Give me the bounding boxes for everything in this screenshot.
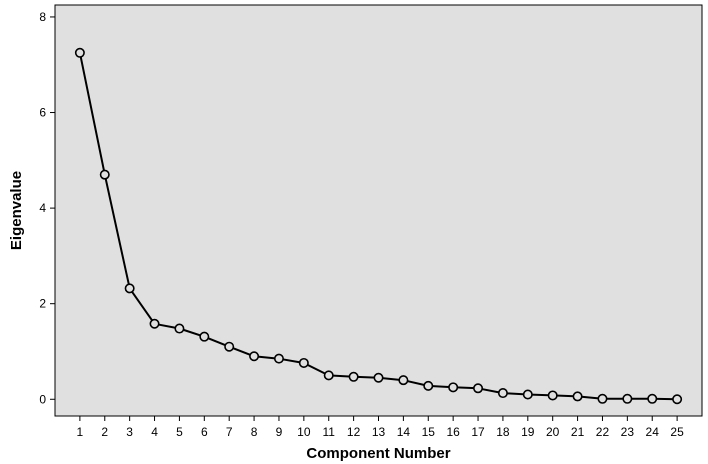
data-point-18 — [497, 388, 508, 399]
x-tick-label-25: 25 — [670, 425, 684, 439]
x-tick-label-15: 15 — [422, 425, 436, 439]
x-tick-label-14: 14 — [397, 425, 411, 439]
y-axis-title: Eigenvalue — [8, 171, 25, 250]
data-point-19 — [522, 389, 533, 400]
y-axis: 0 2 4 6 8 — [39, 10, 55, 406]
data-point-21 — [572, 391, 583, 402]
data-point-3 — [124, 283, 135, 294]
y-tick-label-8: 8 — [39, 10, 46, 24]
data-point-5 — [174, 323, 185, 334]
x-tick-label-20: 20 — [546, 425, 560, 439]
data-point-24 — [647, 393, 658, 404]
x-tick-label-16: 16 — [446, 425, 460, 439]
x-tick-label-18: 18 — [496, 425, 510, 439]
x-tick-label-23: 23 — [621, 425, 635, 439]
x-axis-title: Component Number — [306, 445, 450, 462]
x-tick-label-11: 11 — [322, 425, 335, 439]
x-tick-label-3: 3 — [126, 425, 133, 439]
data-point-10 — [298, 357, 309, 368]
x-tick-label-13: 13 — [372, 425, 386, 439]
data-point-13 — [373, 372, 384, 383]
data-point-22 — [597, 393, 608, 404]
x-tick-label-12: 12 — [347, 425, 361, 439]
x-tick-label-9: 9 — [276, 425, 283, 439]
x-tick-label-1: 1 — [77, 425, 84, 439]
data-point-9 — [273, 353, 284, 364]
data-point-23 — [622, 393, 633, 404]
data-point-1 — [74, 47, 85, 58]
data-point-4 — [149, 318, 160, 329]
x-tick-label-4: 4 — [151, 425, 158, 439]
x-tick-label-10: 10 — [297, 425, 311, 439]
series-eigenvalue — [74, 47, 683, 405]
data-point-25 — [672, 394, 683, 405]
y-tick-label-4: 4 — [39, 201, 46, 215]
y-tick-label-0: 0 — [39, 392, 46, 406]
x-tick-label-22: 22 — [596, 425, 610, 439]
x-axis: 1 2 3 4 5 6 7 8 9 10 11 12 13 14 15 16 17 18 19 20 21 22 23 24 2… — [77, 416, 684, 439]
x-tick-label-21: 21 — [571, 425, 585, 439]
x-tick-label-8: 8 — [251, 425, 258, 439]
y-tick-label-2: 2 — [39, 297, 46, 311]
x-tick-label-19: 19 — [521, 425, 535, 439]
x-tick-label-2: 2 — [101, 425, 108, 439]
x-tick-label-24: 24 — [646, 425, 660, 439]
data-point-16 — [448, 382, 459, 393]
data-point-8 — [249, 351, 260, 362]
data-point-6 — [199, 331, 210, 342]
x-tick-label-6: 6 — [201, 425, 208, 439]
plot-area — [54, 4, 703, 417]
x-tick-label-17: 17 — [471, 425, 485, 439]
data-point-12 — [348, 371, 359, 382]
data-point-17 — [473, 383, 484, 394]
data-point-20 — [547, 390, 558, 401]
data-point-14 — [398, 375, 409, 386]
data-point-2 — [99, 169, 110, 180]
y-tick-label-6: 6 — [39, 106, 46, 120]
data-point-15 — [423, 380, 434, 391]
data-point-11 — [323, 370, 334, 381]
x-tick-label-5: 5 — [176, 425, 183, 439]
x-tick-label-7: 7 — [226, 425, 233, 439]
data-point-7 — [224, 341, 235, 352]
